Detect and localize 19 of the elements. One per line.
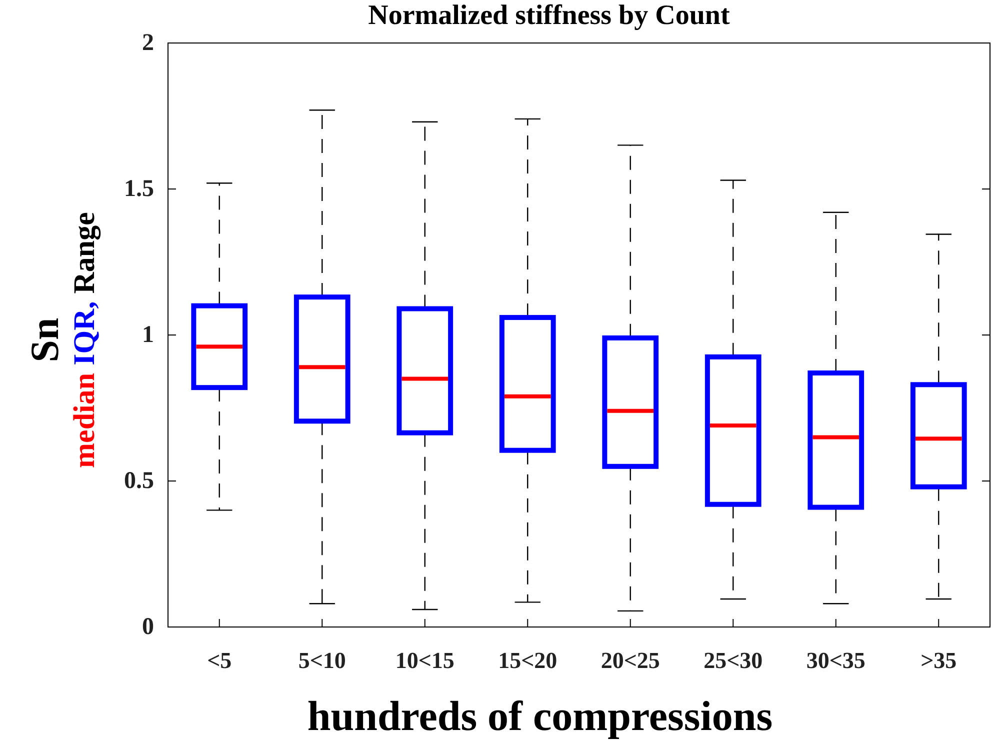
text: median xyxy=(68,372,101,468)
text: IQR, xyxy=(68,301,101,373)
x-axis-title: hundreds of compressions xyxy=(307,694,773,740)
x-tick-label: 5<10 xyxy=(298,648,346,673)
x-tick-label: >35 xyxy=(920,648,957,673)
y-tick-label: 0 xyxy=(142,614,154,640)
x-tick-label: <5 xyxy=(207,648,232,673)
y-axis-title: Sn xyxy=(22,318,67,362)
y-tick-label: 1.5 xyxy=(124,176,154,202)
x-tick-label: 30<35 xyxy=(806,648,866,673)
x-tick-label: 25<30 xyxy=(704,648,763,673)
x-tick-label: 15<20 xyxy=(498,648,558,673)
chart-title: Normalized stiffness by Count xyxy=(368,0,730,31)
y-tick-label: 1 xyxy=(142,322,154,348)
text: Range xyxy=(68,212,101,302)
y-tick-label: 0.5 xyxy=(124,468,154,494)
y-tick-label: 2 xyxy=(142,30,154,56)
x-tick-label: 20<25 xyxy=(600,648,660,673)
x-tick-label: 10<15 xyxy=(395,648,454,673)
